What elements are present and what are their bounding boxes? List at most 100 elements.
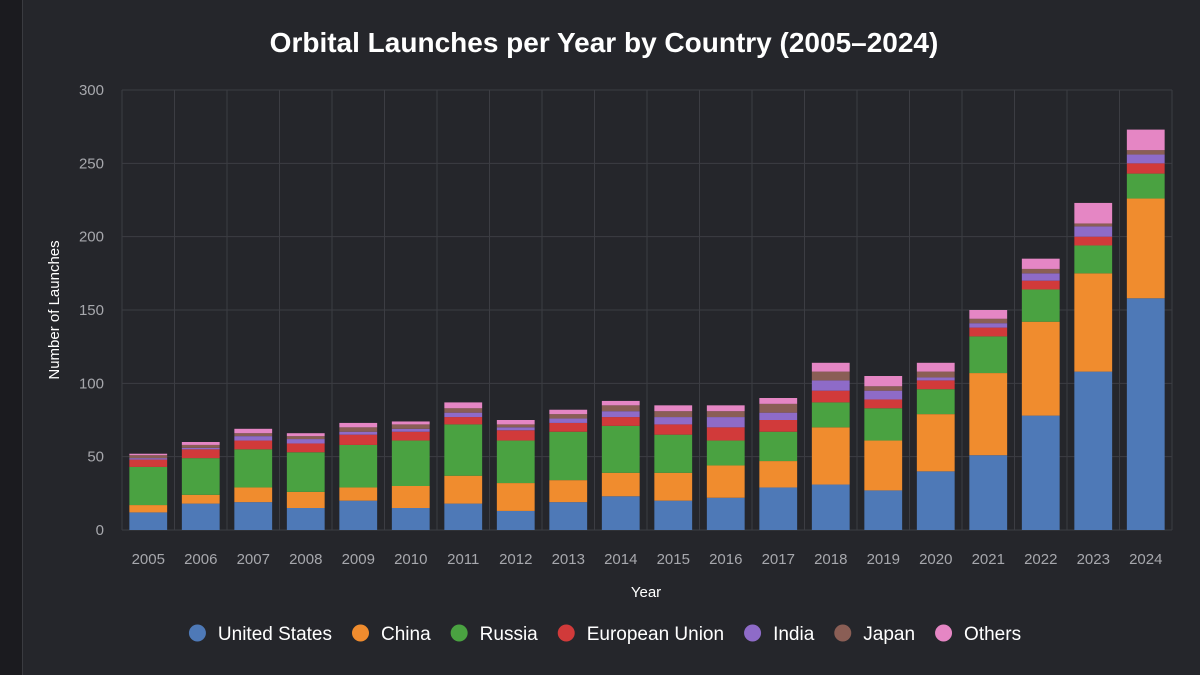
bar-segment — [759, 431, 798, 462]
bar-segment — [496, 420, 535, 425]
legend-swatch — [450, 624, 468, 642]
x-axis-label: Year — [631, 584, 661, 601]
bar-segment — [391, 424, 430, 429]
bar-segment — [916, 371, 955, 378]
bar-segment — [654, 424, 693, 435]
bar-segment — [444, 475, 483, 504]
legend: United States China Russia European Union In… — [188, 624, 1021, 645]
x-tick-label: 2019 — [867, 551, 900, 568]
bar-segment — [339, 487, 378, 501]
bar-segment — [864, 440, 903, 491]
x-tick-label: 2006 — [184, 551, 217, 568]
legend-item[interactable]: Japan — [834, 624, 915, 645]
bar-segment — [601, 400, 640, 406]
bar-segment — [129, 453, 168, 456]
bar-segment — [1126, 198, 1165, 299]
bar-segment — [286, 443, 325, 453]
legend-item[interactable]: India — [744, 624, 815, 645]
legend-swatch — [935, 624, 953, 642]
bar-segment — [444, 412, 483, 418]
bar-segment — [1126, 150, 1165, 155]
bar-segment — [706, 405, 745, 412]
legend-label: Others — [964, 624, 1021, 645]
bar-segment — [601, 472, 640, 497]
bar-segment — [496, 427, 535, 431]
bar-segment — [234, 436, 273, 441]
x-tick-label: 2009 — [342, 551, 375, 568]
bar-segment — [444, 503, 483, 530]
legend-label: United States — [218, 624, 332, 645]
bar-segment — [864, 490, 903, 530]
bar-segment — [549, 431, 588, 481]
x-axis-ticks: 2005 2006 2007 2008 2009 2010 2011 2012 2013 2014… — [132, 551, 1163, 568]
bar-segment — [496, 430, 535, 441]
legend-item[interactable]: United States — [188, 624, 332, 645]
bar-segment — [969, 336, 1008, 374]
bar-segment — [496, 483, 535, 511]
legend-item[interactable]: Others — [935, 624, 1021, 645]
bar-segment — [234, 502, 273, 530]
x-tick-label: 2010 — [394, 551, 427, 568]
legend-label: China — [381, 624, 431, 645]
bar-segment — [234, 440, 273, 450]
bar-segment — [391, 421, 430, 425]
bar-segment — [654, 434, 693, 473]
legend-item[interactable]: China — [352, 624, 431, 645]
bar-segment — [654, 500, 693, 530]
bar-segment — [391, 428, 430, 432]
bar-segment — [444, 402, 483, 409]
bar-segment — [1021, 415, 1060, 530]
bar-segment — [811, 484, 850, 530]
bar-segment — [1021, 289, 1060, 322]
bar-segment — [969, 323, 1008, 328]
bar-segment — [706, 497, 745, 530]
legend-label: European Union — [587, 624, 724, 645]
bar-segment — [234, 428, 273, 434]
bar-segment — [1126, 154, 1165, 164]
bar-segment — [444, 424, 483, 476]
x-tick-label: 2012 — [499, 551, 532, 568]
legend-swatch — [557, 624, 575, 642]
bar-segment — [969, 327, 1008, 337]
bar-segment — [601, 425, 640, 473]
bar-segment — [1021, 280, 1060, 290]
bar-segment — [1126, 163, 1165, 174]
bar-segment — [864, 408, 903, 441]
bar-segment — [339, 427, 378, 432]
x-tick-label: 2016 — [709, 551, 742, 568]
y-axis-label: Number of Launches — [46, 240, 63, 379]
bar-segment — [759, 420, 798, 432]
bar-segment — [234, 449, 273, 488]
bar-segment — [339, 422, 378, 428]
bar-segment — [549, 480, 588, 503]
legend-item[interactable]: European Union — [557, 624, 724, 645]
bar-segment — [811, 390, 850, 403]
bar-segment — [391, 486, 430, 508]
bar-segment — [811, 427, 850, 485]
bar-segment — [286, 508, 325, 530]
legend-label: Japan — [863, 624, 915, 645]
bar-segment — [234, 487, 273, 503]
y-tick-label: 250 — [79, 155, 104, 172]
bar-segment — [1074, 245, 1113, 274]
bar-segment — [706, 417, 745, 428]
bar-segment — [181, 449, 220, 459]
y-tick-label: 150 — [79, 302, 104, 319]
bar-segment — [654, 405, 693, 412]
x-tick-label: 2017 — [762, 551, 795, 568]
legend-item[interactable]: Russia — [450, 624, 539, 645]
bar-segment — [129, 505, 168, 513]
bar-segment — [654, 417, 693, 425]
bar-segment — [339, 500, 378, 530]
bar-segment — [339, 434, 378, 445]
bar-segment — [969, 455, 1008, 530]
legend-swatch — [744, 624, 762, 642]
x-tick-label: 2024 — [1129, 551, 1162, 568]
bar-segment — [759, 403, 798, 413]
bar-segment — [1126, 298, 1165, 530]
bar-segment — [706, 411, 745, 418]
bar-segment — [549, 502, 588, 530]
bar-segment — [1074, 273, 1113, 372]
bar-segment — [181, 447, 220, 450]
